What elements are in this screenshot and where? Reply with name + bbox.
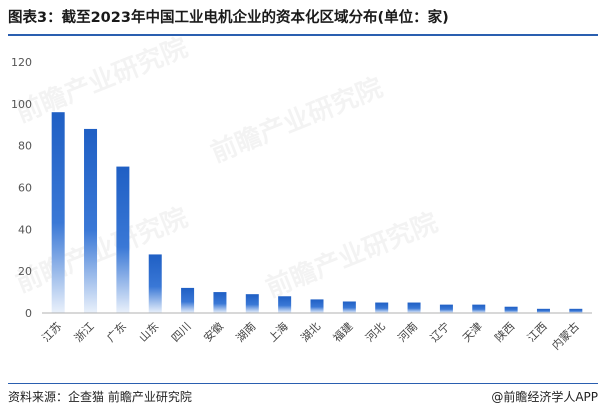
footer-divider [8, 383, 598, 384]
x-tick-label: 山东 [137, 320, 162, 345]
chart-title: 图表3：截至2023年中国工业电机企业的资本化区域分布(单位：家) [8, 10, 449, 26]
bar [278, 296, 292, 313]
x-tick-label: 上海 [265, 319, 290, 344]
y-axis: 0 20 40 60 80 100 120 [11, 56, 32, 320]
x-tick-label: 安徽 [201, 319, 226, 344]
bar [116, 166, 130, 313]
y-tick-label: 120 [11, 56, 32, 69]
x-tick-label: 四川 [169, 320, 194, 345]
y-tick-label: 40 [18, 223, 32, 236]
x-tick-label: 湖南 [234, 320, 259, 345]
x-tick-label: 湖北 [298, 320, 323, 345]
bar [407, 302, 421, 313]
y-tick-label: 20 [18, 265, 32, 278]
bar [84, 128, 98, 313]
title-divider [8, 34, 598, 36]
x-tick-label: 江西 [525, 320, 550, 345]
bar [472, 304, 486, 313]
x-tick-label: 江苏 [40, 320, 65, 345]
x-tick-label: 辽宁 [427, 319, 452, 344]
x-tick-label: 浙江 [72, 320, 97, 345]
bar [375, 302, 389, 313]
x-tick-label: 内蒙古 [549, 319, 582, 352]
x-tick-label: 河南 [395, 320, 420, 345]
x-tick-label: 福建 [330, 319, 355, 344]
x-tick-label: 陕西 [492, 319, 517, 344]
credit-text: @前瞻经济学人APP [491, 390, 598, 404]
y-tick-label: 100 [11, 98, 32, 111]
x-tick-label: 广东 [104, 320, 129, 345]
bars [51, 112, 583, 313]
bar [148, 254, 162, 313]
x-tick-label: 河北 [363, 320, 388, 345]
x-tick-label: 天津 [460, 320, 485, 345]
source-note: 资料来源：企查猫 前瞻产业研究院 [8, 390, 192, 404]
y-tick-label: 0 [25, 307, 32, 320]
bar [439, 304, 453, 313]
bar [536, 308, 550, 313]
bar [51, 112, 65, 313]
bar [310, 299, 324, 313]
x-axis-labels: 江苏 浙江 广东 山东 四川 安徽 湖南 上海 湖北 福建 河北 河南 辽宁 天津 陕西 江西 内蒙古 [40, 319, 582, 352]
bar [181, 287, 195, 313]
bar [342, 301, 356, 313]
y-tick-label: 60 [18, 182, 32, 195]
bar [569, 308, 583, 313]
bar [245, 294, 259, 313]
bar-chart: 0 20 40 60 80 100 120 江苏 浙江 广东 山东 四川 安徽 湖南 上海 湖北 福建 河北 河南… [11, 56, 592, 352]
bar [504, 306, 518, 313]
bar [213, 292, 227, 313]
y-tick-label: 80 [18, 140, 32, 153]
